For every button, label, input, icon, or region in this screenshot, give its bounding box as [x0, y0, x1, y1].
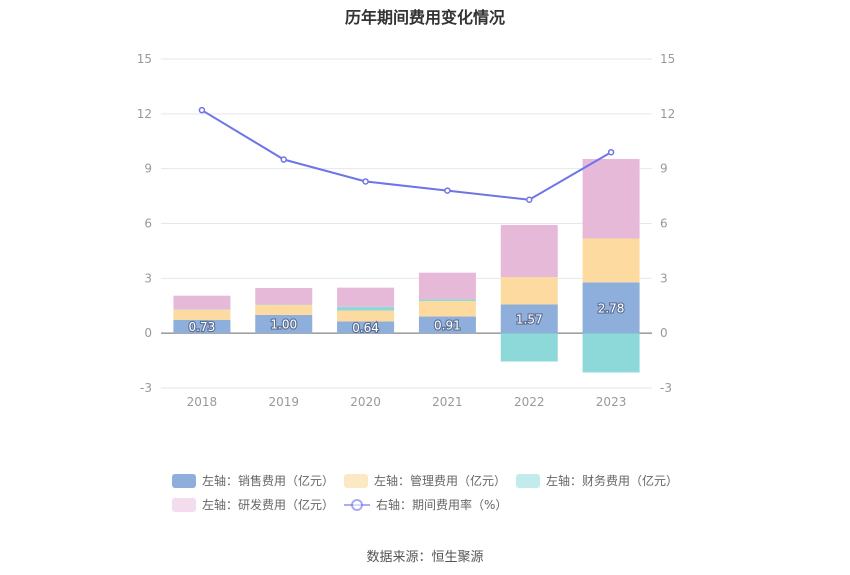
- legend-item-admin[interactable]: 左轴：管理费用（亿元）: [344, 472, 506, 489]
- right-axis-tick-label: 6: [660, 217, 668, 231]
- right-axis-tick-label: -3: [660, 381, 672, 395]
- bar-data-label: 2.78: [598, 301, 625, 315]
- bar-segment: [582, 238, 640, 283]
- legend-label-admin: 左轴：管理费用（亿元）: [374, 474, 507, 488]
- legend-label-finance: 左轴：财务费用（亿元）: [546, 474, 679, 488]
- bar-segment: [418, 299, 476, 301]
- bar-segment: [418, 300, 476, 317]
- bar-segment: [582, 282, 640, 334]
- bar-segment: [500, 333, 558, 362]
- right-axis-tick-label: 9: [660, 162, 668, 176]
- left-axis-tick-label: 9: [144, 162, 152, 176]
- legend-swatch-finance: [516, 473, 540, 488]
- left-axis-tick-label: 3: [144, 271, 152, 285]
- legend-swatch-admin: [344, 473, 368, 488]
- x-axis-tick-label: 2022: [514, 395, 545, 409]
- bar-segment: [173, 295, 231, 310]
- bar-segment: [337, 306, 395, 311]
- bar-segment: [418, 316, 476, 334]
- legend-swatch-rnd: [172, 497, 196, 512]
- legend-item-rnd[interactable]: 左轴：研发费用（亿元）: [172, 496, 334, 513]
- bar-data-label: 1.00: [270, 318, 297, 332]
- expense-rate-point: [526, 196, 533, 203]
- legend-label-sales: 左轴：销售费用（亿元）: [202, 474, 335, 488]
- bar-data-label: 0.73: [189, 320, 216, 334]
- data-source: 数据来源：恒生聚源: [366, 550, 484, 565]
- bar-segment: [173, 309, 231, 320]
- bar-data-label: 0.91: [434, 318, 461, 332]
- legend-line-icon: [344, 498, 370, 512]
- x-axis-tick-label: 2019: [268, 395, 299, 409]
- legend-label-expense-rate: 右轴：期间费用率（%）: [376, 498, 508, 512]
- left-axis-tick-label: 15: [137, 52, 152, 66]
- bar-segment: [500, 224, 558, 278]
- bar-segment: [337, 310, 395, 322]
- expense-rate-point: [362, 178, 369, 185]
- expense-rate-point: [444, 187, 451, 194]
- legend-item-finance[interactable]: 左轴：财务费用（亿元）: [516, 472, 678, 489]
- bar-segment: [337, 321, 395, 334]
- legend-item-sales[interactable]: 左轴：销售费用（亿元）: [172, 472, 334, 489]
- x-axis-tick-label: 2020: [350, 395, 381, 409]
- left-axis-tick-label: 12: [137, 107, 152, 121]
- expense-rate-line: [201, 109, 612, 201]
- expense-rate-point: [607, 148, 615, 156]
- right-axis-tick-label: 0: [660, 326, 668, 340]
- bar-segment: [337, 287, 395, 307]
- bar-data-label: 1.57: [516, 312, 543, 326]
- left-axis-tick-label: -3: [140, 381, 152, 395]
- x-axis-tick-label: 2018: [187, 395, 218, 409]
- bar-segment: [500, 304, 558, 334]
- right-axis-tick-label: 15: [660, 52, 675, 66]
- left-axis-tick-label: 0: [144, 326, 152, 340]
- x-axis-tick-label: 2023: [596, 395, 627, 409]
- bar-segment: [500, 277, 558, 305]
- bar-data-label: 0.64: [352, 321, 379, 335]
- legend-swatch-sales: [172, 473, 196, 488]
- bar-segment: [255, 314, 313, 334]
- right-axis-tick-label: 12: [660, 107, 675, 121]
- chart-title: 历年期间费用变化情况: [344, 8, 505, 27]
- bar-segment: [418, 272, 476, 300]
- legend-item-expense-rate[interactable]: 右轴：期间费用率（%）: [344, 496, 507, 513]
- bar-segment: [255, 288, 313, 305]
- legend-label-rnd: 左轴：研发费用（亿元）: [202, 498, 335, 512]
- bar-segment: [173, 319, 231, 334]
- left-axis-tick-label: 6: [144, 217, 152, 231]
- bar-segment: [582, 158, 640, 239]
- bar-segment: [582, 333, 640, 373]
- expense-rate-point: [280, 156, 287, 163]
- bar-segment: [255, 304, 313, 315]
- right-axis-tick-label: 3: [660, 271, 668, 285]
- expense-rate-point: [198, 106, 206, 114]
- x-axis-tick-label: 2021: [432, 395, 463, 409]
